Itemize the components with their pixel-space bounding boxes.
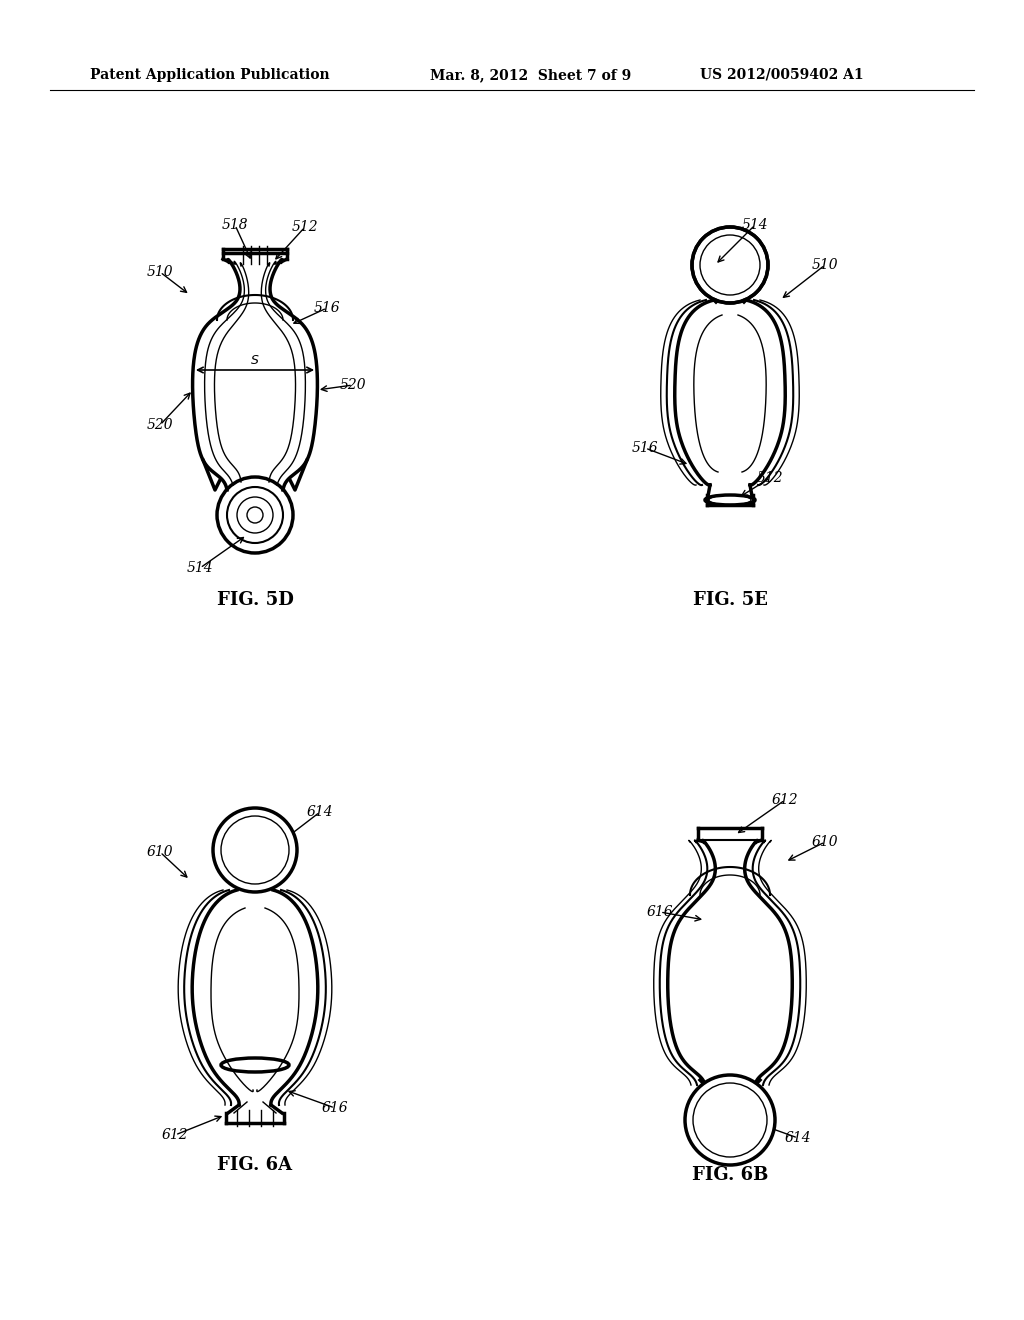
Circle shape: [685, 1074, 775, 1166]
Text: 610: 610: [146, 845, 173, 859]
Text: 520: 520: [146, 418, 173, 432]
Text: 512: 512: [292, 220, 318, 234]
Text: 510: 510: [146, 265, 173, 279]
Circle shape: [213, 808, 297, 892]
Circle shape: [692, 227, 768, 304]
Text: 614: 614: [306, 805, 334, 818]
Text: 614: 614: [784, 1131, 811, 1144]
Text: 616: 616: [322, 1101, 348, 1115]
Text: FIG. 5E: FIG. 5E: [692, 591, 767, 609]
Text: 612: 612: [162, 1129, 188, 1142]
Text: 612: 612: [772, 793, 799, 807]
Text: 514: 514: [741, 218, 768, 232]
Text: 518: 518: [221, 218, 248, 232]
Text: FIG. 6A: FIG. 6A: [217, 1156, 293, 1173]
Text: Patent Application Publication: Patent Application Publication: [90, 69, 330, 82]
Text: US 2012/0059402 A1: US 2012/0059402 A1: [700, 69, 863, 82]
Text: 516: 516: [632, 441, 658, 455]
Text: 616: 616: [647, 906, 674, 919]
Text: 520: 520: [340, 378, 367, 392]
Text: S: S: [251, 354, 259, 367]
Text: FIG. 5D: FIG. 5D: [216, 591, 294, 609]
Text: 516: 516: [313, 301, 340, 315]
Text: 512: 512: [757, 471, 783, 484]
Text: 514: 514: [186, 561, 213, 576]
Text: 610: 610: [812, 836, 839, 849]
Text: 510: 510: [812, 257, 839, 272]
Text: Mar. 8, 2012  Sheet 7 of 9: Mar. 8, 2012 Sheet 7 of 9: [430, 69, 631, 82]
Text: FIG. 6B: FIG. 6B: [692, 1166, 768, 1184]
